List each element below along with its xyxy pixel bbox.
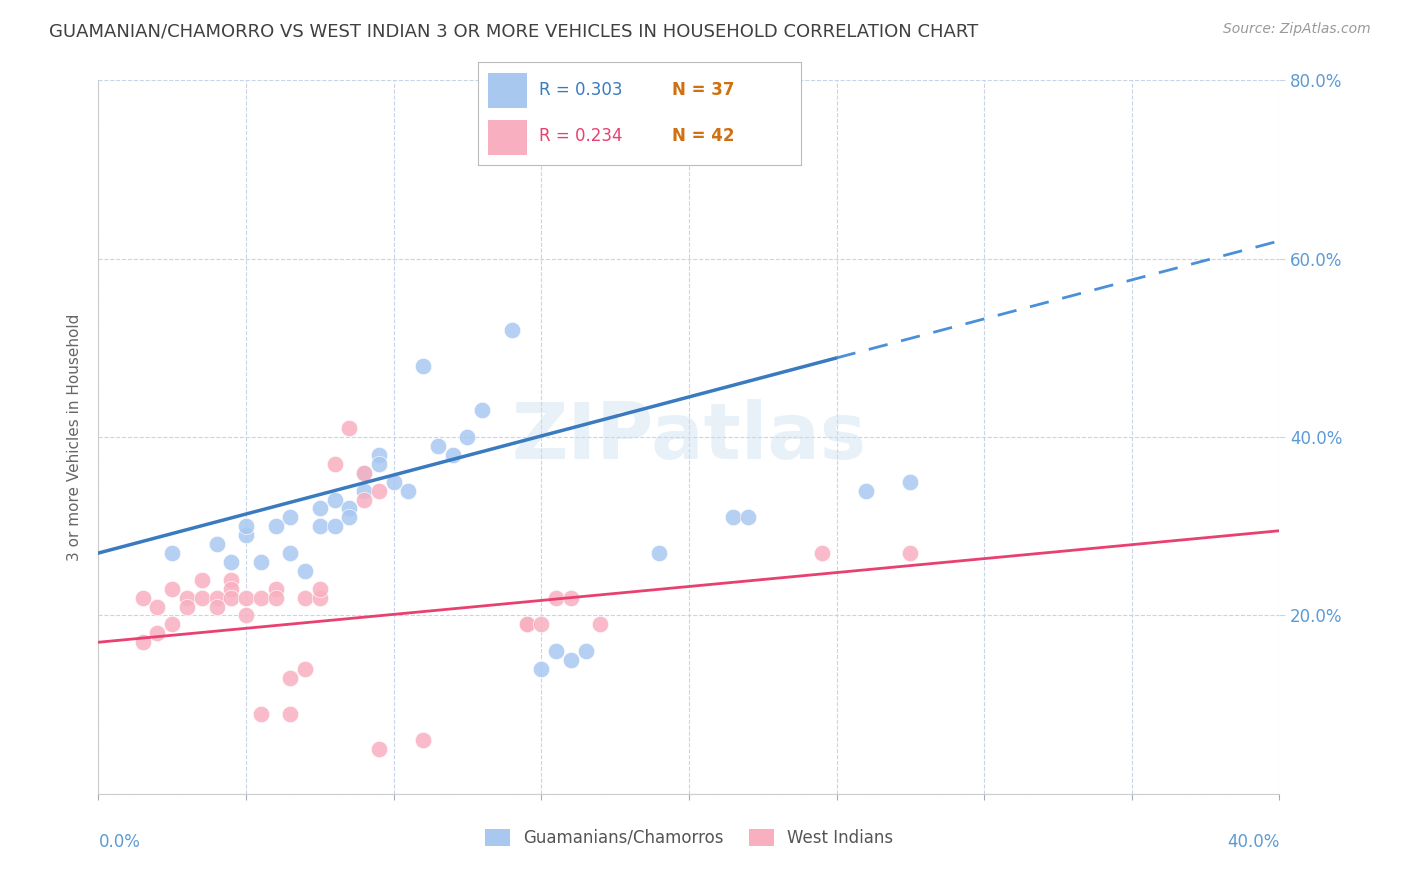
Point: [574, 644, 596, 658]
Point: [176, 599, 198, 614]
Point: [368, 742, 391, 756]
Point: [368, 483, 391, 498]
Point: [560, 591, 582, 605]
Point: [162, 546, 183, 560]
Text: R = 0.303: R = 0.303: [540, 81, 623, 99]
Point: [309, 519, 332, 533]
Point: [471, 403, 494, 417]
Point: [353, 483, 375, 498]
Point: [162, 617, 183, 632]
Point: [339, 501, 360, 516]
Point: [250, 706, 273, 721]
Point: [412, 359, 434, 373]
Text: Source: ZipAtlas.com: Source: ZipAtlas.com: [1223, 22, 1371, 37]
Bar: [488, 120, 527, 155]
Point: [456, 430, 478, 444]
Point: [162, 582, 183, 596]
Point: [441, 448, 464, 462]
Point: [530, 662, 553, 676]
Point: [278, 546, 302, 560]
Point: [235, 608, 257, 623]
Point: [191, 591, 214, 605]
Point: [294, 564, 316, 578]
Point: [368, 448, 391, 462]
Point: [353, 466, 375, 480]
Point: [264, 582, 287, 596]
Point: [264, 591, 287, 605]
Point: [309, 501, 332, 516]
Point: [855, 483, 877, 498]
Point: [546, 591, 568, 605]
Point: [323, 457, 346, 471]
Text: N = 37: N = 37: [672, 81, 734, 99]
Point: [589, 617, 612, 632]
Point: [309, 582, 332, 596]
Text: GUAMANIAN/CHAMORRO VS WEST INDIAN 3 OR MORE VEHICLES IN HOUSEHOLD CORRELATION CH: GUAMANIAN/CHAMORRO VS WEST INDIAN 3 OR M…: [49, 22, 979, 40]
Point: [205, 591, 228, 605]
Text: R = 0.234: R = 0.234: [540, 128, 623, 145]
Point: [235, 519, 257, 533]
Point: [191, 573, 214, 587]
Point: [146, 599, 169, 614]
Point: [353, 492, 375, 507]
Point: [323, 492, 346, 507]
Point: [560, 653, 582, 667]
Point: [530, 617, 553, 632]
Point: [146, 626, 169, 640]
Point: [426, 439, 449, 453]
Point: [235, 591, 257, 605]
Point: [205, 599, 228, 614]
Point: [278, 671, 302, 685]
Point: [205, 537, 228, 551]
Text: 40.0%: 40.0%: [1227, 833, 1279, 851]
Point: [294, 662, 316, 676]
Point: [339, 421, 360, 435]
Point: [516, 617, 538, 632]
Point: [235, 528, 257, 542]
Point: [278, 510, 302, 524]
Text: N = 42: N = 42: [672, 128, 734, 145]
Point: [323, 519, 346, 533]
Point: [176, 591, 198, 605]
Point: [132, 635, 155, 649]
Point: [264, 519, 287, 533]
Point: [501, 323, 523, 337]
Point: [900, 475, 922, 489]
Point: [339, 510, 360, 524]
Point: [737, 510, 759, 524]
Point: [648, 546, 671, 560]
Point: [219, 591, 242, 605]
Point: [516, 617, 538, 632]
Point: [309, 591, 332, 605]
Point: [278, 706, 302, 721]
Text: 0.0%: 0.0%: [98, 833, 141, 851]
Point: [382, 475, 405, 489]
Point: [900, 546, 922, 560]
Point: [353, 466, 375, 480]
Point: [546, 644, 568, 658]
Point: [810, 546, 832, 560]
Point: [294, 591, 316, 605]
Point: [132, 591, 155, 605]
Point: [250, 555, 273, 569]
Y-axis label: 3 or more Vehicles in Household: 3 or more Vehicles in Household: [67, 313, 83, 561]
Legend: Guamanians/Chamorros, West Indians: Guamanians/Chamorros, West Indians: [478, 822, 900, 854]
Point: [721, 510, 744, 524]
Point: [219, 555, 242, 569]
Point: [219, 582, 242, 596]
Text: ZIPatlas: ZIPatlas: [512, 399, 866, 475]
Point: [250, 591, 273, 605]
Point: [412, 733, 434, 747]
Point: [368, 457, 391, 471]
Bar: [488, 73, 527, 108]
Point: [219, 573, 242, 587]
Point: [396, 483, 419, 498]
